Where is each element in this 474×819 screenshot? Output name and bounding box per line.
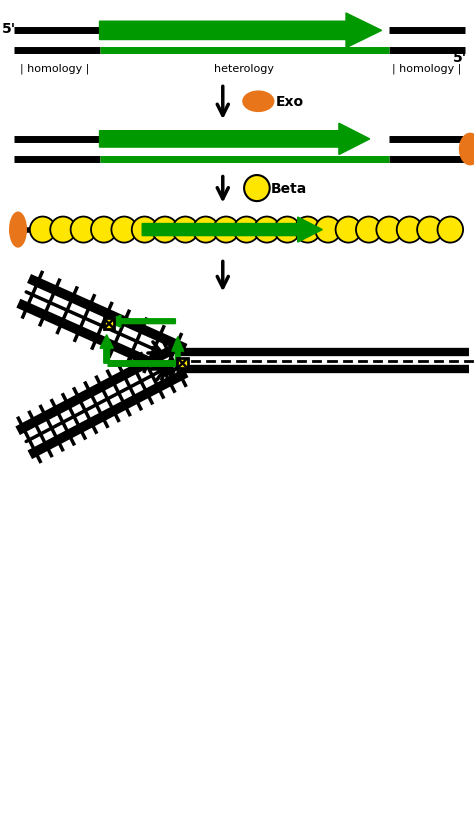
Circle shape — [111, 217, 137, 243]
Circle shape — [315, 217, 341, 243]
Circle shape — [213, 217, 239, 243]
Circle shape — [376, 217, 402, 243]
FancyArrow shape — [142, 218, 322, 242]
Circle shape — [50, 217, 76, 243]
Circle shape — [254, 217, 280, 243]
FancyArrow shape — [100, 124, 370, 156]
Circle shape — [91, 217, 117, 243]
Text: heterology: heterology — [214, 64, 274, 74]
FancyArrow shape — [172, 337, 184, 364]
Text: | homology |: | homology | — [20, 64, 89, 75]
Circle shape — [71, 217, 96, 243]
Circle shape — [274, 217, 300, 243]
Circle shape — [417, 217, 443, 243]
Circle shape — [132, 217, 157, 243]
Text: Beta: Beta — [271, 182, 307, 196]
Circle shape — [336, 217, 361, 243]
Circle shape — [173, 217, 198, 243]
Circle shape — [295, 217, 320, 243]
FancyArrow shape — [100, 335, 113, 364]
Circle shape — [152, 217, 178, 243]
Text: Exo: Exo — [276, 95, 304, 109]
Text: 5': 5' — [453, 51, 467, 65]
Bar — [177, 359, 188, 369]
Circle shape — [244, 176, 270, 201]
Circle shape — [438, 217, 463, 243]
FancyArrow shape — [107, 316, 175, 328]
Ellipse shape — [9, 212, 27, 248]
Circle shape — [193, 217, 219, 243]
Text: 5': 5' — [2, 22, 17, 36]
FancyArrow shape — [100, 14, 382, 48]
Bar — [104, 319, 114, 329]
Ellipse shape — [243, 92, 274, 112]
Circle shape — [234, 217, 259, 243]
Circle shape — [30, 217, 55, 243]
Circle shape — [397, 217, 422, 243]
Ellipse shape — [459, 134, 474, 165]
Text: | homology |: | homology | — [392, 64, 461, 75]
Circle shape — [356, 217, 382, 243]
